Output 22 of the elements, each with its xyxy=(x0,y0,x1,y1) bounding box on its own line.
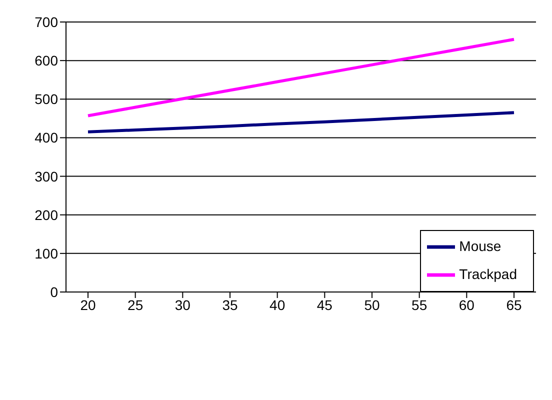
line-series xyxy=(86,111,516,134)
y-tick-label: 600 xyxy=(34,52,58,69)
x-tick-label: 60 xyxy=(458,296,475,313)
x-tick-label: 40 xyxy=(270,296,286,313)
y-tick-label: 200 xyxy=(34,206,58,223)
legend-label: Trackpad xyxy=(459,266,517,282)
legend-label: Mouse xyxy=(459,238,502,254)
line-series xyxy=(86,38,516,118)
x-tick-label: 30 xyxy=(174,296,191,313)
x-tick-label: 50 xyxy=(364,296,380,313)
y-tick-label: 500 xyxy=(34,91,58,108)
x-tick-label: 55 xyxy=(412,296,428,313)
y-tick-label: 700 xyxy=(34,14,58,30)
x-tick-label: 20 xyxy=(80,296,96,313)
y-tick-label: 300 xyxy=(34,168,58,184)
x-tick-label: 35 xyxy=(222,296,238,313)
x-tick-label: 25 xyxy=(128,296,144,313)
y-tick-label: 0 xyxy=(50,284,58,300)
x-tick-label: 45 xyxy=(316,296,333,313)
y-tick-label: 400 xyxy=(34,130,58,146)
y-tick-label: 100 xyxy=(34,245,58,262)
x-tick-label: 65 xyxy=(506,296,522,313)
